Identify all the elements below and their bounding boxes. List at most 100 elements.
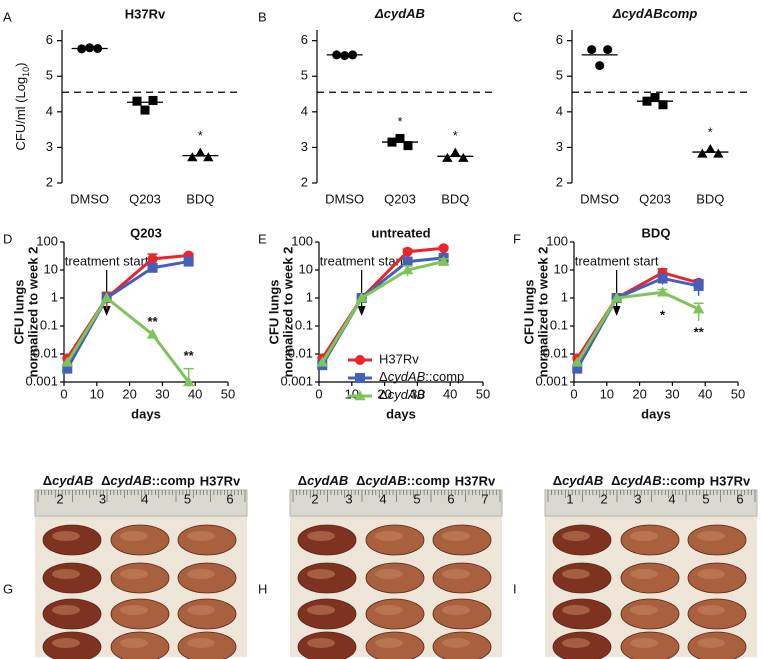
lung-highlight — [52, 569, 80, 579]
y-tick-label: 4 — [301, 103, 308, 118]
panel-letter: G — [3, 581, 13, 596]
x-tick-label: 50 — [221, 386, 235, 401]
marker — [147, 253, 158, 264]
lung-highlight — [442, 531, 470, 541]
marker — [658, 100, 668, 110]
x-tick-label: Q203 — [639, 191, 671, 206]
y-tick-label: 0.01 — [543, 345, 568, 360]
series-line — [320, 256, 444, 366]
y-tick-label: 3 — [301, 139, 308, 154]
y-tick-label: 1 — [561, 289, 568, 304]
marker — [402, 256, 413, 267]
y-tick-label: 0.01 — [288, 345, 313, 360]
marker — [713, 148, 724, 158]
marker — [401, 264, 414, 275]
x-tick-label: 50 — [476, 386, 490, 401]
ruler-number: 6 — [736, 491, 743, 506]
marker — [62, 363, 73, 374]
marker — [183, 256, 194, 267]
ruler-number: 6 — [226, 491, 233, 506]
marker — [316, 356, 329, 367]
strain-label: ΔcydAB — [553, 473, 604, 488]
y-axis-label: CFU lungs — [521, 280, 536, 345]
x-tick-label: DMSO — [580, 191, 619, 206]
ruler-number: 4 — [379, 491, 386, 506]
ruler-number: 4 — [668, 491, 675, 506]
annotation: treatment start — [65, 253, 149, 268]
marker — [650, 93, 660, 103]
y-tick-label: 0.1 — [295, 317, 313, 332]
marker — [438, 243, 449, 254]
lung-highlight — [120, 569, 148, 579]
lung-highlight — [442, 569, 470, 579]
ruler-number: 2 — [56, 491, 63, 506]
strain-label: ΔcydAB::comp — [356, 473, 450, 488]
y-axis-label: normalized to week 2 — [535, 247, 550, 378]
marker — [572, 363, 583, 374]
lung-highlight — [697, 638, 725, 648]
y-tick-label: 100 — [546, 233, 568, 248]
annotation: treatment start — [320, 253, 404, 268]
marker — [587, 45, 597, 55]
strain-label: ΔcydAB — [43, 473, 94, 488]
lung-highlight — [120, 605, 148, 615]
x-tick-label: 0 — [60, 386, 67, 401]
lung-highlight — [375, 638, 403, 648]
y-axis-label: CFU/ml (Log10) — [13, 62, 31, 150]
x-tick-label: 10 — [90, 386, 104, 401]
chart-title: BDQ — [642, 225, 671, 240]
lung-highlight — [630, 638, 658, 648]
marker — [571, 356, 584, 367]
y-axis-label: normalized to week 2 — [25, 247, 40, 378]
ruler-number: 3 — [99, 491, 106, 506]
marker — [140, 105, 150, 115]
y-tick-label: 2 — [301, 174, 308, 189]
y-tick-label: 10 — [44, 261, 58, 276]
marker — [187, 152, 198, 162]
marker — [403, 141, 413, 151]
significance: * — [198, 128, 203, 143]
x-tick-label: Q203 — [384, 191, 416, 206]
lung-highlight — [120, 531, 148, 541]
marker — [148, 95, 158, 105]
y-axis-label: CFU lungs — [11, 280, 26, 345]
marker — [340, 51, 350, 61]
y-tick-label: 0.001 — [25, 373, 58, 388]
legend-label: ΔcydAB::comp — [379, 369, 464, 384]
marker — [697, 148, 708, 158]
y-tick-label: 100 — [36, 233, 58, 248]
ruler-number: 6 — [447, 491, 454, 506]
x-tick-label: 20 — [122, 386, 136, 401]
x-axis-label: days — [386, 406, 416, 421]
y-tick-label: 2 — [46, 174, 53, 189]
lung-highlight — [562, 605, 590, 615]
lung-highlight — [697, 531, 725, 541]
y-tick-label: 10 — [299, 261, 313, 276]
ruler-number: 3 — [345, 491, 352, 506]
y-tick-label: 0.001 — [535, 373, 568, 388]
lung-highlight — [307, 569, 335, 579]
annotation-arrowhead — [612, 306, 621, 316]
lung-highlight — [562, 638, 590, 648]
series-line — [65, 295, 190, 383]
x-tick-label: 40 — [188, 386, 202, 401]
panel-letter: E — [258, 231, 267, 246]
y-tick-label: 4 — [46, 103, 53, 118]
y-tick-label: 6 — [556, 32, 563, 47]
x-tick-label: 40 — [443, 386, 457, 401]
ruler-number: 2 — [311, 491, 318, 506]
y-axis-label-part: ) — [13, 62, 28, 66]
lung-highlight — [442, 638, 470, 648]
ruler-number: 5 — [413, 491, 420, 506]
panel-letter: A — [3, 9, 12, 24]
lung-highlight — [187, 569, 215, 579]
y-tick-label: 5 — [556, 68, 563, 83]
lung-highlight — [562, 531, 590, 541]
lung-highlight — [52, 605, 80, 615]
marker — [355, 373, 365, 383]
lung-highlight — [307, 531, 335, 541]
lung-highlight — [375, 531, 403, 541]
y-tick-label: 4 — [556, 103, 563, 118]
marker — [146, 328, 159, 339]
ruler-number: 5 — [184, 491, 191, 506]
